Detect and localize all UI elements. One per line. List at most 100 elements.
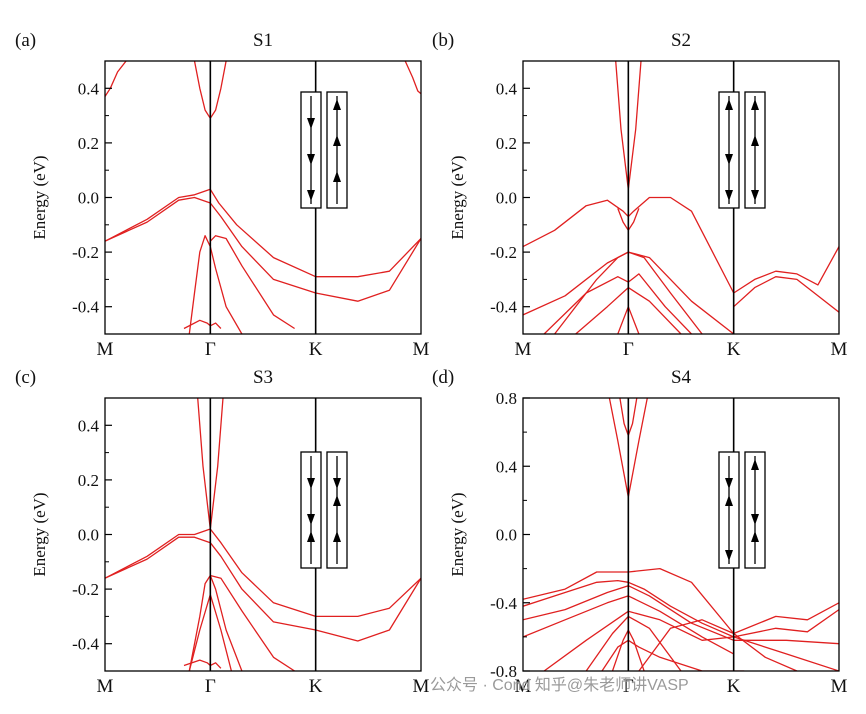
band-line-7 xyxy=(183,659,222,669)
arrow-down-icon xyxy=(307,118,315,129)
panel-s3: -0.4 -0.2 0.0 0.2 0.4 M Γ K M Energy (eV) (c) S3 xyxy=(15,367,430,697)
panel-s2: -0.4 -0.2 0.0 0.2 0.4 M Γ K M Energy (eV) (b) S2 xyxy=(432,30,848,360)
y-tick-label: -0.4 xyxy=(490,298,517,317)
arrow-down-icon xyxy=(307,190,315,201)
arrow-down-icon xyxy=(725,550,733,561)
band-line-5 xyxy=(210,574,295,671)
arrow-down-icon xyxy=(307,154,315,165)
band-line-10 xyxy=(733,276,839,313)
arrow-down-icon xyxy=(725,478,733,489)
y-tick-label: 0.2 xyxy=(496,134,517,153)
arrow-up-icon xyxy=(751,459,759,470)
kpoint-label: Γ xyxy=(205,339,216,360)
panel-s1: -0.4 -0.2 0.0 0.2 0.4 M Γ K M Energy (eV) (a) S1 xyxy=(15,30,430,360)
kpoint-label: K xyxy=(309,339,323,360)
y-tick-label: -0.2 xyxy=(490,243,517,262)
kpoint-label: Γ xyxy=(623,676,634,697)
band-line-4 xyxy=(105,61,127,97)
band-line-10 xyxy=(601,639,745,671)
band-line-8 xyxy=(183,319,222,330)
arrow-up-icon xyxy=(333,531,341,542)
y-tick-label: 0.0 xyxy=(78,526,99,545)
y-tick-label: 0.4 xyxy=(496,79,518,98)
arrow-down-icon xyxy=(751,190,759,201)
panel-title: S4 xyxy=(671,367,692,388)
kpoint-label: K xyxy=(309,676,323,697)
bands xyxy=(105,398,421,671)
y-axis-label: Energy (eV) xyxy=(30,492,49,576)
panel-s4: -0.8 -0.4 0.0 0.4 0.8 M Γ K M Energy (eV) (d) S4 xyxy=(432,367,848,697)
arrow-up-icon xyxy=(333,171,341,182)
arrow-down-icon xyxy=(307,478,315,489)
y-axis-label: Energy (eV) xyxy=(448,155,467,239)
y-axis-label: Energy (eV) xyxy=(448,492,467,576)
plot-frame xyxy=(104,397,422,672)
kpoint-label: K xyxy=(727,676,741,697)
band-line-1 xyxy=(105,188,421,278)
y-tick-label: -0.4 xyxy=(72,635,99,654)
arrow-up-icon xyxy=(725,495,733,506)
y-tick-label: -0.2 xyxy=(72,243,99,262)
plot-frame xyxy=(104,60,422,335)
band-line-5 xyxy=(523,585,839,645)
band-line-7 xyxy=(209,235,295,330)
band-line-6 xyxy=(543,273,692,334)
y-axis-label: Energy (eV) xyxy=(30,155,49,239)
y-tick-label: 0.2 xyxy=(78,134,99,153)
spin-config-inset xyxy=(300,451,348,569)
kpoint-label: M xyxy=(831,676,848,697)
arrow-down-icon xyxy=(725,154,733,165)
band-line-1 xyxy=(105,528,421,618)
spin-config-inset xyxy=(718,451,766,569)
arrow-up-icon xyxy=(751,531,759,542)
arrow-up-icon xyxy=(751,135,759,146)
arrow-up-icon xyxy=(333,495,341,506)
y-tick-label: 0.4 xyxy=(78,416,100,435)
kpoint-label: M xyxy=(515,339,532,360)
arrow-down-icon xyxy=(725,190,733,201)
kpoint-label: M xyxy=(413,676,430,697)
band-line-6 xyxy=(188,235,243,334)
bands xyxy=(523,398,839,671)
arrow-up-icon xyxy=(725,99,733,110)
band-line-5 xyxy=(404,61,421,95)
kpoint-label: M xyxy=(515,676,532,697)
spin-config-inset xyxy=(718,91,766,209)
band-line-2 xyxy=(105,196,421,302)
arrow-up-icon xyxy=(751,99,759,110)
y-tick-label: 0.8 xyxy=(496,389,517,408)
spin-config-inset xyxy=(300,91,348,209)
panel-label: (d) xyxy=(432,367,454,388)
band-line-11 xyxy=(638,619,798,671)
band-line-4 xyxy=(188,574,243,671)
panel-label: (c) xyxy=(15,367,36,388)
y-tick-label: 0.0 xyxy=(496,189,517,208)
y-tick-label: 0.0 xyxy=(78,189,99,208)
panel-title: S2 xyxy=(671,30,691,51)
kpoint-label: Γ xyxy=(205,676,216,697)
kpoint-label: M xyxy=(97,676,114,697)
arrow-up-icon xyxy=(307,531,315,542)
panel-label: (a) xyxy=(15,30,36,51)
panel-title: S1 xyxy=(253,30,273,51)
arrow-down-icon xyxy=(307,514,315,525)
kpoint-label: M xyxy=(413,339,430,360)
arrow-up-icon xyxy=(333,135,341,146)
band-line-1 xyxy=(523,196,735,294)
panel-title: S3 xyxy=(253,367,273,388)
y-tick-label: 0.2 xyxy=(78,471,99,490)
watermark: 公众号 · Cond 知乎@朱老师讲VASP xyxy=(430,676,689,694)
panel-label: (b) xyxy=(432,30,454,51)
y-tick-label: -0.2 xyxy=(72,580,99,599)
kpoint-label: M xyxy=(97,339,114,360)
arrow-down-icon xyxy=(333,478,341,489)
band-line-2 xyxy=(105,536,421,642)
y-tick-label: 0.4 xyxy=(496,457,518,476)
y-tick-label: -0.8 xyxy=(490,662,517,681)
y-tick-label: -0.4 xyxy=(490,594,517,613)
band-line-4 xyxy=(523,579,839,638)
bands xyxy=(105,61,421,334)
band-line-7 xyxy=(543,610,839,671)
band-line-3 xyxy=(523,567,839,635)
